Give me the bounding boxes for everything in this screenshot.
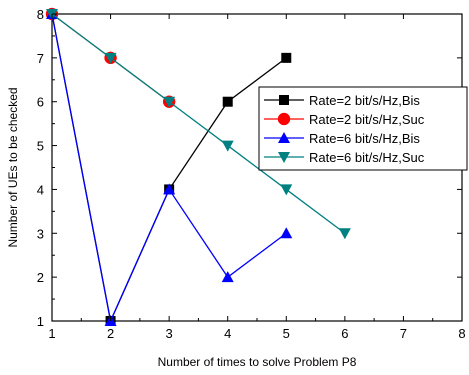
x-tick-label: 1	[48, 326, 55, 341]
x-tick-label: 3	[166, 326, 173, 341]
x-tick-label: 4	[224, 326, 231, 341]
legend-label: Rate=2 bit/s/Hz,Bis	[309, 93, 420, 108]
y-tick-label: 7	[37, 51, 44, 66]
y-axis-label: Number of UEs to be checked	[6, 87, 20, 247]
legend-box	[258, 86, 468, 171]
legend: Rate=2 bit/s/Hz,Bis Rate=2 bit/s/Hz,Suc Ra…	[258, 86, 468, 171]
y-tick-label: 6	[37, 95, 44, 110]
series-4	[46, 9, 351, 240]
data-point	[222, 96, 233, 107]
legend-item: Rate=2 bit/s/Hz,Suc	[264, 112, 425, 127]
data-point	[221, 140, 234, 152]
y-tick-label: 1	[37, 314, 44, 329]
x-tick-label: 8	[458, 326, 465, 341]
legend-marker	[277, 112, 291, 126]
data-point	[163, 96, 176, 108]
legend-label: Rate=2 bit/s/Hz,Suc	[309, 112, 425, 127]
data-point	[281, 52, 292, 63]
legend-item: Rate=2 bit/s/Hz,Bis	[264, 93, 420, 108]
data-point	[221, 271, 234, 283]
legend-label: Rate=6 bit/s/Hz,Bis	[309, 131, 420, 146]
y-tick-label: 2	[37, 270, 44, 285]
data-point	[104, 52, 117, 64]
data-point	[163, 183, 176, 195]
series-line	[51, 13, 346, 234]
data-point	[280, 227, 293, 239]
legend-marker	[278, 132, 290, 143]
y-tick-label: 3	[37, 226, 44, 241]
data-point	[280, 184, 293, 196]
y-tick-label: 8	[37, 7, 44, 22]
x-axis-label: Number of times to solve Problem P8	[158, 355, 357, 369]
series-line	[51, 13, 287, 324]
legend-label: Rate=6 bit/s/Hz,Suc	[309, 150, 425, 165]
axes-layer: 1 2 3 4 5 6 7 8 1 2 3 4 5 6 7 8	[37, 7, 466, 341]
x-tick-label: 7	[400, 326, 407, 341]
series-line	[51, 13, 287, 324]
legend-item: Rate=6 bit/s/Hz,Suc	[264, 150, 425, 165]
y-tick-label: 5	[37, 139, 44, 154]
y-tick-label: 4	[37, 182, 44, 197]
x-tick-label: 5	[283, 326, 290, 341]
x-tick-label: 2	[107, 326, 114, 341]
x-tick-label: 6	[341, 326, 348, 341]
series-1	[47, 9, 292, 326]
data-point	[338, 228, 351, 240]
legend-marker	[278, 152, 290, 163]
legend-marker	[279, 95, 289, 105]
legend-item: Rate=6 bit/s/Hz,Bis	[264, 131, 420, 146]
